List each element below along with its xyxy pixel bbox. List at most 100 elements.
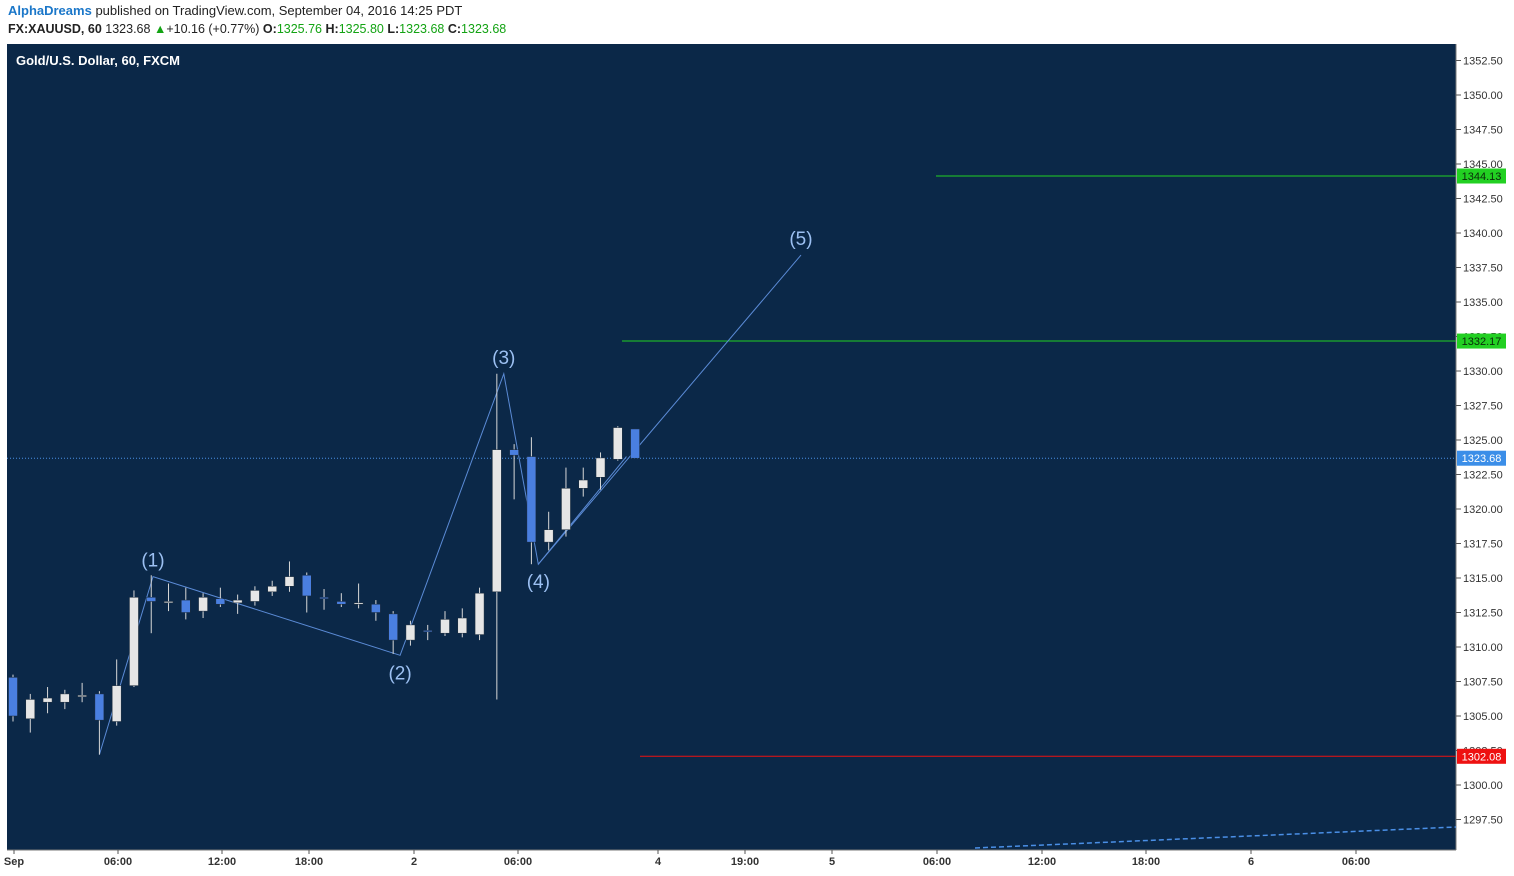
x-tick-label: Sep [4,856,24,868]
y-tick-label: 1322.50 [1463,470,1503,482]
chart-header: AlphaDreams published on TradingView.com… [0,0,1514,44]
published-text: published on TradingView.com, September … [95,3,463,18]
x-tick-label: 06:00 [923,856,951,868]
x-tick-label: 2 [411,856,417,868]
plot-area [7,44,1456,850]
candle-body[interactable] [181,599,191,613]
wave-label: (1) [141,551,164,572]
level-price-tag-bg [1457,333,1506,349]
wave-label: (3) [492,348,515,369]
chart-title: Gold/U.S. Dollar, 60, FXCM [16,53,180,68]
candle-body[interactable] [457,617,468,634]
candle-body[interactable] [613,427,623,460]
candle-body[interactable] [578,479,588,489]
time-axis [7,850,1456,876]
candle-body[interactable] [42,697,53,703]
last-price-text: 1323.68 [105,22,151,36]
candle-body[interactable] [543,529,554,543]
candle-body[interactable] [146,597,156,602]
candle-body[interactable] [388,613,398,641]
publish-line: AlphaDreams published on TradingView.com… [8,3,462,18]
x-tick-label: 5 [829,856,835,868]
symbol-label: FX:XAUUSD, 60 [8,22,102,36]
y-tick-label: 1337.50 [1463,263,1503,275]
close-value: 1323.68 [461,22,507,36]
x-tick-label: 12:00 [208,856,236,868]
candle-body[interactable] [302,574,312,597]
candle-body[interactable] [77,695,87,697]
candle-body[interactable] [353,602,364,605]
candle-body[interactable] [371,603,381,613]
trend-line [974,826,1457,849]
y-tick-label: 1340.00 [1463,228,1503,240]
candle-body[interactable] [509,449,519,456]
level-price-tag: 1332.17 [1462,336,1502,348]
candle-body[interactable] [630,428,640,459]
candle-body[interactable] [232,599,243,604]
x-tick-label: 06:00 [504,856,532,868]
wave-trend-line [537,456,627,565]
candle-body[interactable] [492,449,502,593]
candle-body[interactable] [474,592,485,635]
candle-body[interactable] [163,601,174,604]
candle-body[interactable] [595,457,606,478]
candle-body[interactable] [422,630,433,633]
open-label: O: [262,22,277,36]
candle-body[interactable] [94,693,105,721]
high-label: H: [325,22,339,36]
candle-body[interactable] [250,590,260,602]
wave-label: (2) [388,663,411,684]
x-tick-label: 19:00 [731,856,759,868]
up-triangle-icon: ▲ [153,22,167,36]
author-link[interactable]: AlphaDreams [8,3,92,18]
wave-path [98,254,802,755]
y-tick-label: 1317.50 [1463,539,1503,551]
candle-body[interactable] [267,586,277,593]
candle-body[interactable] [111,685,122,722]
candle-body[interactable] [561,488,571,530]
y-tick-label: 1315.00 [1463,573,1503,585]
change-text: +10.16 (+0.77%) [166,22,260,36]
candle-body[interactable] [440,619,450,634]
close-label: C: [447,22,462,36]
x-tick-label: 4 [655,856,662,868]
open-value: 1325.76 [276,22,322,36]
y-tick-label: 1297.50 [1463,815,1503,827]
level-price-tag: 1302.08 [1462,751,1502,763]
candle-body[interactable] [405,624,416,641]
x-tick-label: 18:00 [295,856,323,868]
wave-label: (4) [527,572,550,593]
x-tick-label: 18:00 [1132,856,1160,868]
candle-body[interactable] [319,597,329,599]
candle-body[interactable] [526,456,537,543]
high-value: 1325.80 [338,22,384,36]
y-tick-label: 1330.00 [1463,366,1503,378]
y-tick-label: 1345.00 [1463,159,1503,171]
candle-body[interactable] [336,601,347,605]
y-tick-label: 1342.50 [1463,194,1503,206]
candle-body[interactable] [284,576,295,587]
candle-body[interactable] [129,597,139,686]
price-chart[interactable]: Gold/U.S. Dollar, 60, FXCM (1) (2) (3) (4) (… [0,44,1514,876]
y-tick-label: 1335.00 [1463,297,1503,309]
y-tick-label: 1307.50 [1463,677,1503,689]
y-tick-label: 1300.00 [1463,780,1503,792]
y-tick-label: 1325.00 [1463,435,1503,447]
candle-body[interactable] [198,597,208,612]
y-tick-label: 1312.50 [1463,608,1503,620]
candle-body[interactable] [8,677,18,717]
y-tick-label: 1347.50 [1463,125,1503,137]
last-price-tag-bg [1457,450,1506,466]
low-label: L: [387,22,400,36]
ohlc-line: FX:XAUUSD, 60 1323.68 ▲+10.16 (+0.77%) O… [8,22,506,36]
candle-body[interactable] [215,598,226,605]
wave-label: (5) [789,229,812,250]
y-tick-label: 1350.00 [1463,90,1503,102]
x-tick-label: 06:00 [1342,856,1370,868]
low-value: 1323.68 [399,22,445,36]
y-tick-label: 1305.00 [1463,711,1503,723]
candle-body[interactable] [60,693,70,703]
last-price-tag: 1323.68 [1462,453,1502,465]
candle-body[interactable] [25,699,36,720]
level-price-tag-bg [1457,748,1506,764]
